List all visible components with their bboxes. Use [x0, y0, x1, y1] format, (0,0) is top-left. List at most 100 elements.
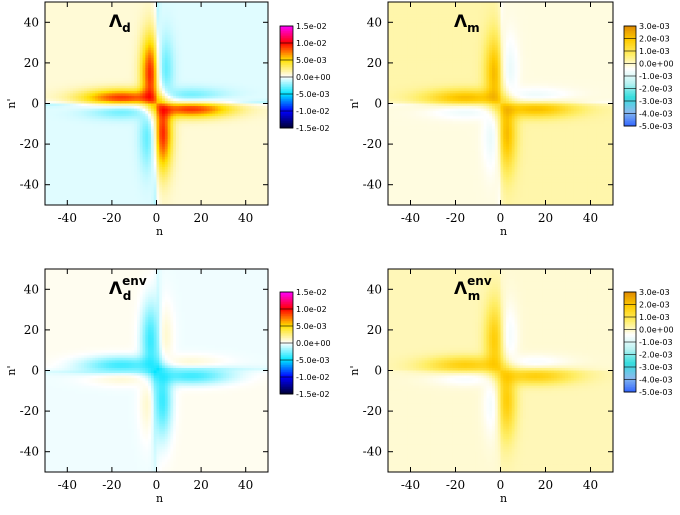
- heatmap-cell: [129, 104, 132, 107]
- heatmap-cell: [190, 139, 193, 142]
- heatmap-cell: [184, 129, 187, 132]
- heatmap-cell: [115, 124, 118, 127]
- heatmap-cell: [215, 55, 218, 58]
- heatmap-cell: [73, 192, 76, 195]
- heatmap-cell: [154, 20, 157, 23]
- heatmap-cell: [87, 17, 90, 20]
- heatmap-cell: [201, 190, 204, 193]
- heatmap-cell: [67, 50, 70, 53]
- heatmap-cell: [123, 187, 126, 190]
- heatmap-cell: [67, 185, 70, 188]
- heatmap-cell: [168, 129, 171, 132]
- heatmap-cell: [120, 162, 123, 165]
- heatmap-cell: [145, 98, 148, 101]
- heatmap-cell: [95, 129, 98, 132]
- heatmap-cell: [151, 101, 154, 104]
- heatmap-cell: [117, 83, 120, 86]
- heatmap-cell: [215, 83, 218, 86]
- heatmap-cell: [90, 48, 93, 51]
- heatmap-cell: [109, 157, 112, 160]
- heatmap-cell: [120, 124, 123, 127]
- heatmap-cell: [134, 30, 137, 33]
- heatmap-cell: [81, 88, 84, 91]
- heatmap-cell: [184, 45, 187, 48]
- heatmap-cell: [182, 40, 185, 43]
- heatmap-cell: [190, 182, 193, 185]
- heatmap-cell: [193, 98, 196, 101]
- heatmap-cell: [193, 175, 196, 178]
- heatmap-cell: [65, 81, 68, 84]
- heatmap-cell: [154, 78, 157, 81]
- heatmap-cell: [109, 139, 112, 142]
- heatmap-cell: [165, 185, 168, 188]
- heatmap-cell: [193, 180, 196, 183]
- heatmap-cell: [104, 144, 107, 147]
- heatmap-cell: [51, 7, 54, 10]
- heatmap-cell: [201, 142, 204, 145]
- heatmap-cell: [187, 60, 190, 63]
- heatmap-cell: [104, 131, 107, 134]
- heatmap-cell: [218, 22, 221, 25]
- heatmap-cell: [198, 192, 201, 195]
- heatmap-cell: [90, 88, 93, 91]
- heatmap-cell: [53, 91, 56, 94]
- heatmap-cell: [98, 106, 101, 109]
- heatmap-cell: [131, 88, 134, 91]
- heatmap-cell: [170, 144, 173, 147]
- heatmap-cell: [173, 73, 176, 76]
- heatmap-cell: [187, 88, 190, 91]
- heatmap-cell: [165, 55, 168, 58]
- heatmap-cell: [207, 101, 210, 104]
- heatmap-cell: [98, 154, 101, 157]
- heatmap-cell: [62, 111, 65, 114]
- heatmap-cell: [204, 190, 207, 193]
- heatmap-cell: [78, 200, 81, 203]
- heatmap-cell: [106, 55, 109, 58]
- heatmap-cell: [70, 134, 73, 137]
- heatmap-cell: [59, 55, 62, 58]
- heatmap-cell: [204, 139, 207, 142]
- heatmap-cell: [176, 48, 179, 51]
- heatmap-cell: [215, 71, 218, 74]
- heatmap-cell: [218, 65, 221, 68]
- heatmap-cell: [187, 45, 190, 48]
- heatmap-cell: [129, 126, 132, 129]
- heatmap-cell: [70, 27, 73, 30]
- heatmap-cell: [104, 10, 107, 13]
- heatmap-cell: [154, 50, 157, 53]
- heatmap-cell: [51, 136, 54, 139]
- heatmap-cell: [184, 35, 187, 38]
- heatmap-cell: [84, 116, 87, 119]
- heatmap-cell: [196, 63, 199, 66]
- heatmap-cell: [70, 15, 73, 18]
- heatmap-cell: [67, 164, 70, 167]
- heatmap-cell: [131, 119, 134, 122]
- heatmap-cell: [117, 111, 120, 114]
- heatmap-cell: [145, 53, 148, 56]
- heatmap-cell: [145, 106, 148, 109]
- heatmap-cell: [53, 111, 56, 114]
- heatmap-cell: [198, 182, 201, 185]
- heatmap-cell: [140, 93, 143, 96]
- heatmap-cell: [201, 157, 204, 160]
- heatmap-cell: [51, 83, 54, 86]
- heatmap-cell: [76, 86, 79, 89]
- heatmap-cell: [157, 93, 160, 96]
- heatmap-cell: [184, 185, 187, 188]
- heatmap-cell: [126, 121, 129, 124]
- heatmap-cell: [145, 195, 148, 198]
- heatmap-cell: [112, 48, 115, 51]
- heatmap-cell: [84, 81, 87, 84]
- heatmap-cell: [201, 68, 204, 71]
- heatmap-cell: [212, 65, 215, 68]
- heatmap-cell: [179, 116, 182, 119]
- heatmap-cell: [120, 43, 123, 46]
- heatmap-cell: [182, 50, 185, 53]
- heatmap-cell: [176, 73, 179, 76]
- heatmap-cell: [84, 190, 87, 193]
- heatmap-cell: [190, 71, 193, 74]
- heatmap-cell: [78, 169, 81, 172]
- heatmap-cell: [65, 116, 68, 119]
- heatmap-cell: [168, 190, 171, 193]
- heatmap-cell: [218, 53, 221, 56]
